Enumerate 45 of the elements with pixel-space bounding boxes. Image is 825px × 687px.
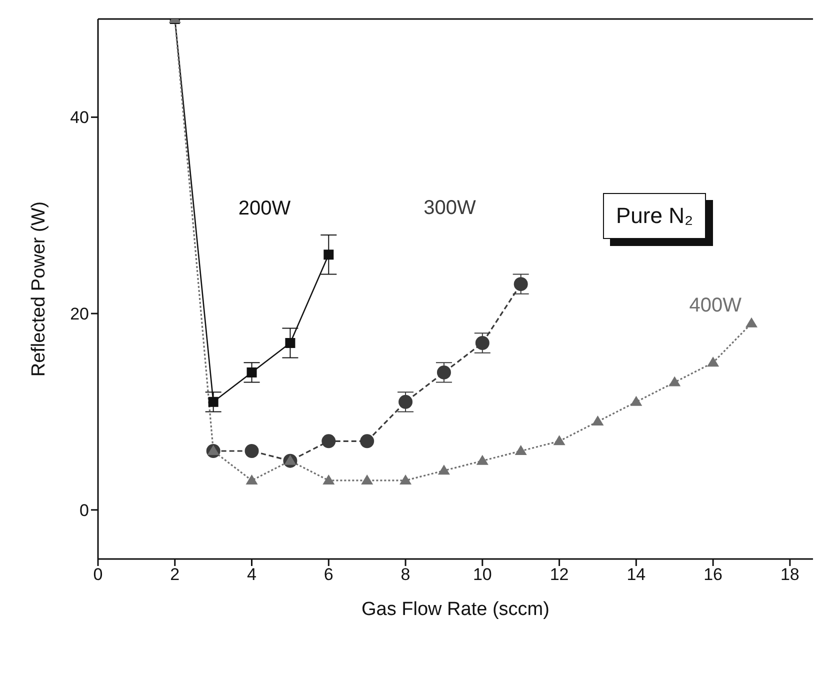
x-tick-label: 0 — [93, 565, 103, 584]
point — [207, 445, 220, 455]
point — [208, 396, 218, 407]
point — [400, 474, 412, 484]
point — [745, 317, 758, 328]
x-axis-title: Gas Flow Rate (sccm) — [362, 599, 550, 620]
point — [514, 445, 527, 455]
x-tick-label: 4 — [247, 565, 256, 584]
point — [668, 376, 681, 386]
point — [324, 250, 334, 260]
series-label: 400W — [689, 294, 742, 316]
x-tick-label: 16 — [704, 565, 723, 584]
x-tick-label: 10 — [472, 565, 492, 584]
text: 300W — [424, 197, 476, 220]
point — [436, 365, 451, 380]
y-axis-title: Reflected Power (W) — [28, 201, 50, 377]
point — [246, 474, 258, 484]
point — [322, 474, 335, 484]
point — [360, 434, 374, 448]
text: 200W — [238, 198, 291, 220]
point — [630, 396, 642, 406]
point — [707, 356, 720, 367]
x-tick-label: 2 — [170, 565, 180, 584]
y-tick-label: 20 — [70, 304, 89, 324]
annotation: Pure N₂ — [603, 193, 706, 239]
point — [514, 277, 528, 292]
point — [361, 474, 374, 484]
y-tick-label: 40 — [70, 108, 89, 128]
point — [284, 454, 296, 465]
point — [244, 444, 259, 458]
point — [592, 416, 604, 426]
x-tick-label: 18 — [780, 565, 800, 584]
point — [322, 434, 336, 448]
point — [553, 435, 566, 446]
point — [438, 464, 450, 475]
point — [285, 338, 296, 348]
point — [475, 336, 490, 350]
x-tick-label: 8 — [400, 565, 410, 584]
y-tick-label: 0 — [80, 500, 89, 520]
x-tick-label: 6 — [324, 565, 334, 584]
x-tick-label: 14 — [626, 565, 646, 584]
point — [246, 367, 257, 378]
point — [476, 454, 488, 465]
point — [398, 394, 413, 409]
x-tick-label: 12 — [550, 565, 569, 584]
